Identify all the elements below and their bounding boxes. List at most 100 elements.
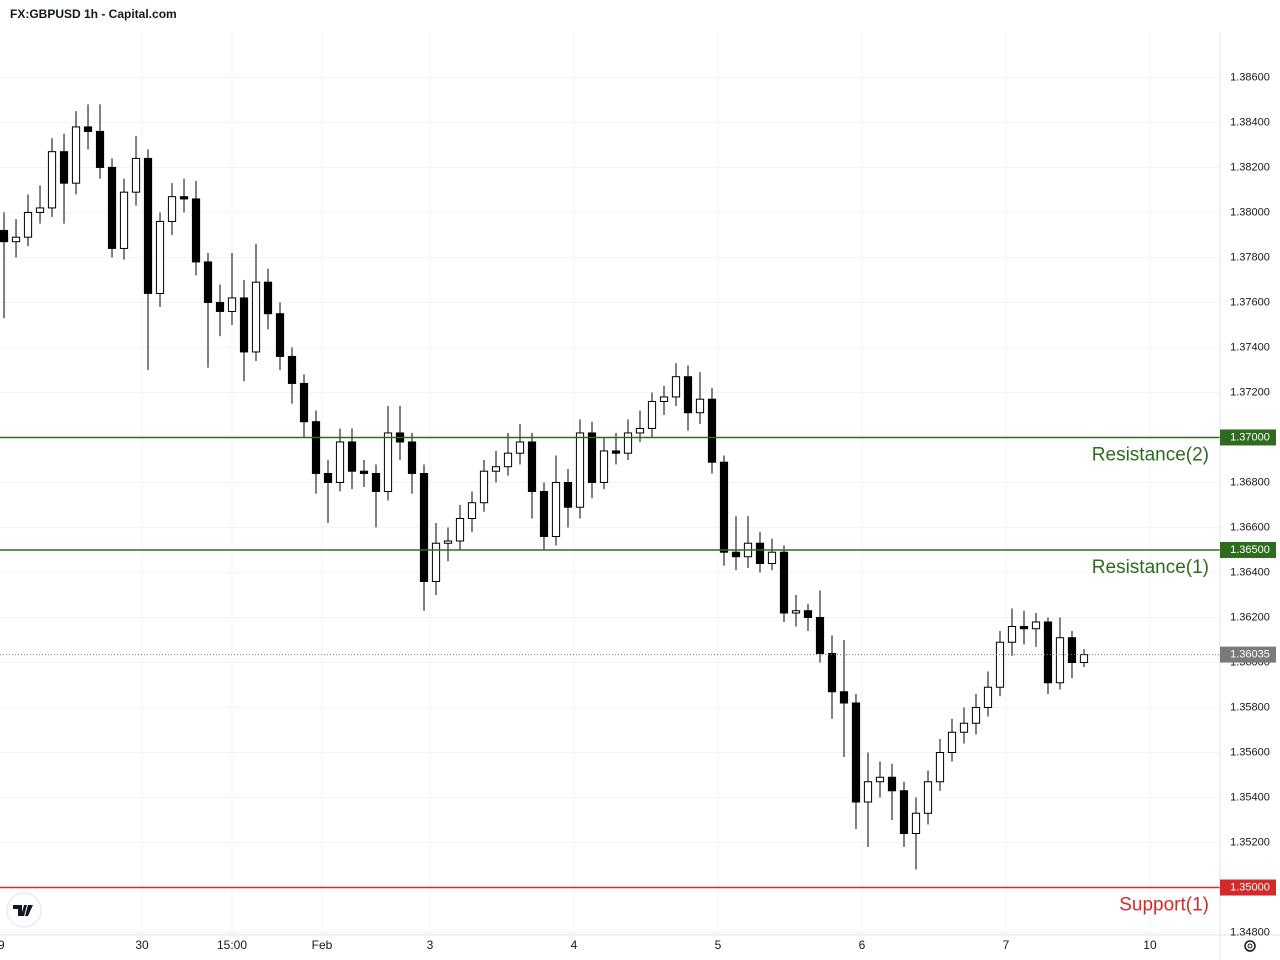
candle-body — [923, 781, 933, 814]
candle-body — [443, 540, 453, 544]
candle-body — [215, 301, 225, 312]
last-price-tag — [1220, 646, 1276, 663]
candle-body — [263, 281, 273, 315]
chart-title: FX:GBPUSD 1h - Capital.com — [10, 7, 177, 21]
candle-body — [275, 313, 285, 357]
x-tick-label: 10 — [1143, 938, 1157, 952]
y-tick-label: 1.37600 — [1230, 296, 1270, 308]
candle-body — [167, 196, 177, 222]
candle-body — [587, 432, 597, 483]
candle-body — [875, 776, 885, 783]
x-tick-label: 30 — [135, 938, 149, 952]
x-tick-label: 3 — [427, 938, 434, 952]
settings-icon[interactable] — [1244, 940, 1256, 952]
candle-body — [683, 376, 693, 414]
candle-body — [467, 502, 477, 519]
level-name: Support(1) — [1119, 895, 1209, 916]
candle-body — [863, 781, 873, 803]
candle-body — [695, 398, 705, 414]
candle-body — [815, 616, 825, 654]
candle-body — [995, 641, 1005, 688]
y-tick-label: 1.38400 — [1230, 116, 1270, 128]
y-tick-label: 1.38200 — [1230, 161, 1270, 173]
x-tick-label: 5 — [715, 938, 722, 952]
candle-body — [1079, 654, 1089, 663]
candle-body — [47, 151, 57, 209]
candle-body — [983, 686, 993, 708]
y-tick-label: 1.35800 — [1230, 701, 1270, 713]
x-tick-label: 15:00 — [217, 938, 247, 952]
candle-body — [635, 427, 645, 434]
candle-body — [299, 382, 309, 423]
candle-body — [959, 722, 969, 733]
candle-body — [239, 297, 249, 353]
candle-body — [455, 517, 465, 542]
candle-body — [1055, 637, 1065, 684]
candle-body — [59, 151, 69, 184]
candle-body — [419, 472, 429, 582]
candle-body — [911, 812, 921, 835]
candle-body — [839, 691, 849, 704]
candle-body — [575, 432, 585, 508]
candle-body — [851, 702, 861, 803]
candle-body — [671, 376, 681, 398]
y-tick-label: 1.36400 — [1230, 566, 1270, 578]
level-tag — [1220, 879, 1276, 896]
candle-body — [479, 470, 489, 504]
candle-body — [551, 481, 561, 537]
candle-body — [383, 432, 393, 492]
candle-body — [359, 470, 369, 474]
candle-body — [899, 790, 909, 835]
candle-body — [767, 551, 777, 564]
candle-body — [335, 441, 345, 483]
level-tag-label: 1.35000 — [1230, 881, 1270, 893]
level-tag-label: 1.36500 — [1230, 544, 1270, 556]
candle-body — [143, 157, 153, 294]
candle-body — [191, 198, 201, 263]
candle-body — [1019, 625, 1029, 630]
candle-body — [527, 441, 537, 492]
candle-body — [611, 450, 621, 454]
candle-body — [227, 297, 237, 312]
candle-body — [539, 490, 549, 537]
candle-body — [515, 441, 525, 454]
candle-body — [155, 220, 165, 294]
y-tick-label: 1.37200 — [1230, 386, 1270, 398]
x-tick-label: 6 — [859, 938, 866, 952]
candle-body — [371, 472, 381, 492]
candle-body — [887, 776, 897, 792]
y-tick-label: 1.34800 — [1230, 926, 1270, 938]
candle-body — [347, 441, 357, 472]
candle-body — [11, 236, 21, 243]
candle-body — [599, 450, 609, 483]
y-tick-label: 1.35200 — [1230, 836, 1270, 848]
candle-body — [827, 652, 837, 693]
candle-body — [1007, 625, 1017, 643]
candle-body — [563, 481, 573, 508]
x-tick-label: 7 — [1003, 938, 1010, 952]
candle-body — [719, 461, 729, 553]
candle-body — [323, 472, 333, 483]
grid — [0, 32, 1220, 935]
candle-body — [179, 196, 189, 200]
candle-body — [947, 731, 957, 754]
candle-body — [491, 466, 501, 472]
candle-body — [287, 355, 297, 384]
candle-body — [251, 281, 261, 353]
candle-body — [755, 542, 765, 564]
axes: 1.34800 1.35000 1.35200 1.35400 1.35600 1.358… — [0, 32, 1280, 960]
candle-body — [803, 610, 813, 618]
candle-body — [311, 421, 321, 474]
candle-body — [659, 396, 669, 402]
y-tick-label: 1.35600 — [1230, 746, 1270, 758]
candle-body — [791, 610, 801, 614]
level-tag — [1220, 541, 1276, 558]
y-tick-label: 1.36200 — [1230, 611, 1270, 623]
level-name: Resistance(2) — [1092, 444, 1209, 465]
candle-body — [95, 130, 105, 168]
candle-body — [707, 398, 717, 463]
y-tick-label: 1.37400 — [1230, 341, 1270, 353]
candle-body — [119, 191, 129, 249]
